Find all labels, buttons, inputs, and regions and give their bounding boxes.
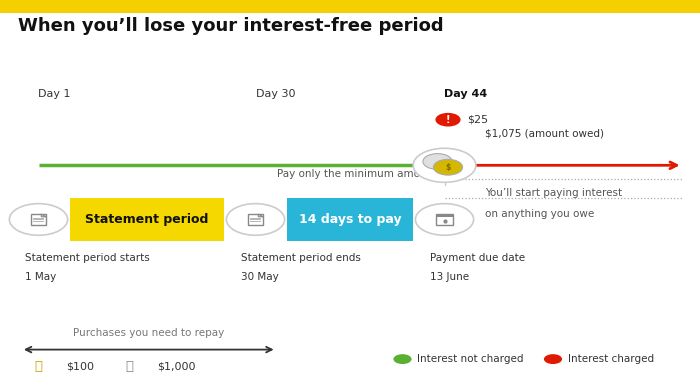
Text: $100: $100 bbox=[66, 362, 94, 372]
Circle shape bbox=[544, 354, 562, 364]
Text: $: $ bbox=[445, 163, 451, 172]
FancyBboxPatch shape bbox=[248, 214, 263, 225]
Text: 1 May: 1 May bbox=[25, 272, 56, 282]
Bar bbox=[436, 214, 453, 217]
Text: $1,000: $1,000 bbox=[158, 362, 196, 372]
Text: 14 days to pay: 14 days to pay bbox=[299, 213, 401, 226]
Text: $1,075 (amount owed): $1,075 (amount owed) bbox=[485, 129, 604, 139]
Bar bbox=[70, 198, 224, 241]
Circle shape bbox=[435, 113, 461, 127]
Text: Statement period starts: Statement period starts bbox=[25, 253, 149, 263]
Text: 13 June: 13 June bbox=[430, 272, 470, 282]
Text: When you’ll lose your interest-free period: When you’ll lose your interest-free peri… bbox=[18, 17, 443, 35]
Circle shape bbox=[9, 204, 68, 235]
Text: Interest not charged: Interest not charged bbox=[417, 354, 524, 364]
FancyBboxPatch shape bbox=[436, 214, 453, 225]
Circle shape bbox=[415, 204, 474, 235]
Circle shape bbox=[413, 148, 476, 182]
Text: 🖥: 🖥 bbox=[125, 360, 134, 373]
Text: 30 May: 30 May bbox=[241, 272, 279, 282]
FancyBboxPatch shape bbox=[31, 214, 46, 225]
Polygon shape bbox=[41, 214, 46, 217]
Text: Statement period ends: Statement period ends bbox=[241, 253, 361, 263]
Text: $25: $25 bbox=[467, 115, 488, 125]
Text: Pay only the minimum amount: Pay only the minimum amount bbox=[276, 169, 438, 179]
Text: Interest charged: Interest charged bbox=[568, 354, 654, 364]
Text: !: ! bbox=[446, 115, 450, 125]
Text: 👟: 👟 bbox=[34, 360, 43, 373]
Circle shape bbox=[393, 354, 412, 364]
Text: Day 1: Day 1 bbox=[38, 89, 71, 99]
Text: on anything you owe: on anything you owe bbox=[485, 209, 594, 219]
Bar bbox=[287, 198, 413, 241]
Circle shape bbox=[423, 154, 452, 169]
Circle shape bbox=[226, 204, 285, 235]
Text: Statement period: Statement period bbox=[85, 213, 209, 226]
Text: You’ll start paying interest: You’ll start paying interest bbox=[485, 188, 622, 198]
Text: Day 30: Day 30 bbox=[256, 89, 295, 99]
Polygon shape bbox=[258, 214, 263, 217]
Text: Purchases you need to repay: Purchases you need to repay bbox=[73, 328, 225, 338]
Circle shape bbox=[433, 159, 463, 175]
Text: Payment due date: Payment due date bbox=[430, 253, 526, 263]
Text: Day 44: Day 44 bbox=[444, 89, 488, 99]
